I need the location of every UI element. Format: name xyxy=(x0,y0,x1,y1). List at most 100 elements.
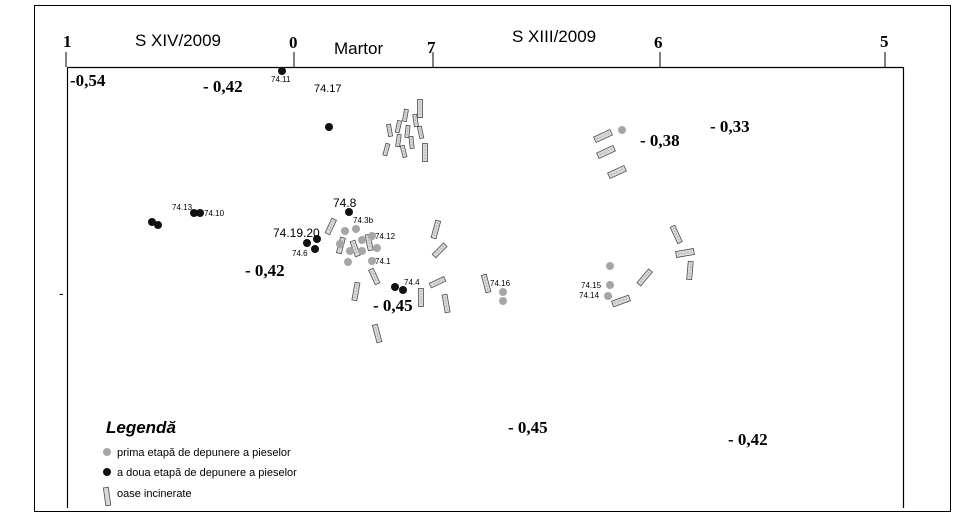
bone-fragment-stripe xyxy=(610,168,624,176)
black-dot xyxy=(303,239,311,247)
bone-fragment-stripe xyxy=(614,298,628,304)
black-dot xyxy=(278,67,286,75)
bone-fragment-stripe xyxy=(397,136,400,145)
bone-fragment-stripe xyxy=(639,271,650,283)
bone-fragment-stripe xyxy=(397,122,400,131)
tick-label-0: 0 xyxy=(289,33,298,52)
legend: Legendă prima etapă de depunere a piesel… xyxy=(102,418,297,507)
black-dot xyxy=(399,286,407,294)
legend-item-label: oase incinerate xyxy=(117,488,192,500)
depth-label: - 0,38 xyxy=(640,131,680,150)
point-label: 74.4 xyxy=(404,278,420,287)
tick-label-1: 1 xyxy=(63,32,72,51)
point-label: 74.11 xyxy=(271,75,291,84)
black-dot xyxy=(325,123,333,131)
point-label: 74.13 xyxy=(172,203,193,212)
bone-fragment-stripe xyxy=(371,270,378,283)
depth-label: - 0,45 xyxy=(373,296,413,315)
depth-label: - 0,42 xyxy=(728,430,768,449)
bone-fragment-stripe xyxy=(388,126,391,135)
gray-dot xyxy=(618,126,626,134)
section-label-martor: Martor xyxy=(334,39,383,58)
bone-fragment-stripe xyxy=(419,128,422,137)
point-label: 74.6 xyxy=(292,249,308,258)
bone-fragment-stripe xyxy=(433,222,438,237)
bone-fragment-stripe xyxy=(375,326,380,341)
point-label: 74.14 xyxy=(579,291,600,300)
legend-item-label: a doua etapă de depunere a pieselor xyxy=(117,467,297,479)
tick-label-5: 5 xyxy=(880,32,889,51)
gray-dot xyxy=(341,227,349,235)
bone-fragment-stripe xyxy=(367,236,371,249)
first-stage-dots xyxy=(336,126,626,305)
black-dot xyxy=(154,221,162,229)
section-label-s-xiii: S XIII/2009 xyxy=(512,27,596,46)
bone-fragment-stripe xyxy=(484,276,489,291)
bone-fragment-stripe xyxy=(689,263,691,278)
black-dot xyxy=(196,209,204,217)
bone-fragment-stripe xyxy=(431,279,444,286)
point-label: 74.19.20 xyxy=(273,226,320,240)
gray-dot xyxy=(606,262,614,270)
gray-dot xyxy=(352,225,360,233)
figure-border xyxy=(34,5,951,512)
depth-label: - 0,42 xyxy=(245,261,285,280)
black-dot-icon xyxy=(103,468,111,476)
legend-title: Legendă xyxy=(106,418,176,437)
gray-dot xyxy=(344,258,352,266)
bone-fragment-icon xyxy=(102,486,112,507)
depth-label: - 0,42 xyxy=(203,77,243,96)
gray-dot xyxy=(604,292,612,300)
point-label: 74.10 xyxy=(204,209,225,218)
gray-dot xyxy=(368,232,376,240)
tick-label-6: 6 xyxy=(654,33,663,52)
point-label: 74.3b xyxy=(353,216,374,225)
gray-dot xyxy=(499,297,507,305)
top-ticks xyxy=(65,52,886,67)
gray-dot xyxy=(606,281,614,289)
gray-dot-icon xyxy=(103,448,111,456)
bone-fragment-stripe xyxy=(410,138,413,147)
gray-dot xyxy=(358,247,366,255)
bone-fragment-stripe xyxy=(327,220,334,233)
black-dot xyxy=(190,209,198,217)
gray-dot xyxy=(336,240,344,248)
tick-label-7: 7 xyxy=(427,38,436,57)
bone-fragment-group xyxy=(324,99,695,344)
bone-fragment-stripe xyxy=(385,145,388,154)
black-dot xyxy=(391,283,399,291)
point-label: 74.16 xyxy=(490,279,511,288)
plan-frame xyxy=(66,66,905,508)
second-stage-dots xyxy=(148,67,407,294)
bone-fragment-stripe xyxy=(402,147,405,156)
point-label: 74.15 xyxy=(581,281,602,290)
point-label: 74.12 xyxy=(375,232,396,241)
bone-fragment-stripe xyxy=(406,127,409,136)
left-edge-marker: - xyxy=(59,285,64,301)
black-dot xyxy=(313,235,321,243)
gray-dot xyxy=(346,247,354,255)
depth-label: - 0,33 xyxy=(710,117,750,136)
black-dot xyxy=(311,245,319,253)
bone-fragment-stripe xyxy=(599,148,613,156)
bone-fragment-stripe xyxy=(404,111,407,120)
bone-fragment-stripe xyxy=(678,251,692,255)
point-label: 74.17 xyxy=(314,83,342,95)
gray-dot xyxy=(373,244,381,252)
black-dot xyxy=(345,208,353,216)
bone-fragment-stripe xyxy=(444,296,448,311)
black-dot xyxy=(148,218,156,226)
bone-fragment-stripe xyxy=(352,242,358,255)
depth-label: - 0,45 xyxy=(508,418,548,437)
bone-fragment-stripe xyxy=(672,227,680,241)
point-label: 74.8 xyxy=(333,196,357,210)
gray-dot xyxy=(499,288,507,296)
bone-fragment-stripe xyxy=(354,284,358,299)
section-label-s-xiv: S XIV/2009 xyxy=(135,31,221,50)
gray-dot xyxy=(368,257,376,265)
bone-fragment-stripe xyxy=(596,132,610,140)
gray-dot xyxy=(358,236,366,244)
point-label: 74.1 xyxy=(375,257,391,266)
depth-label: -0,54 xyxy=(70,71,106,90)
